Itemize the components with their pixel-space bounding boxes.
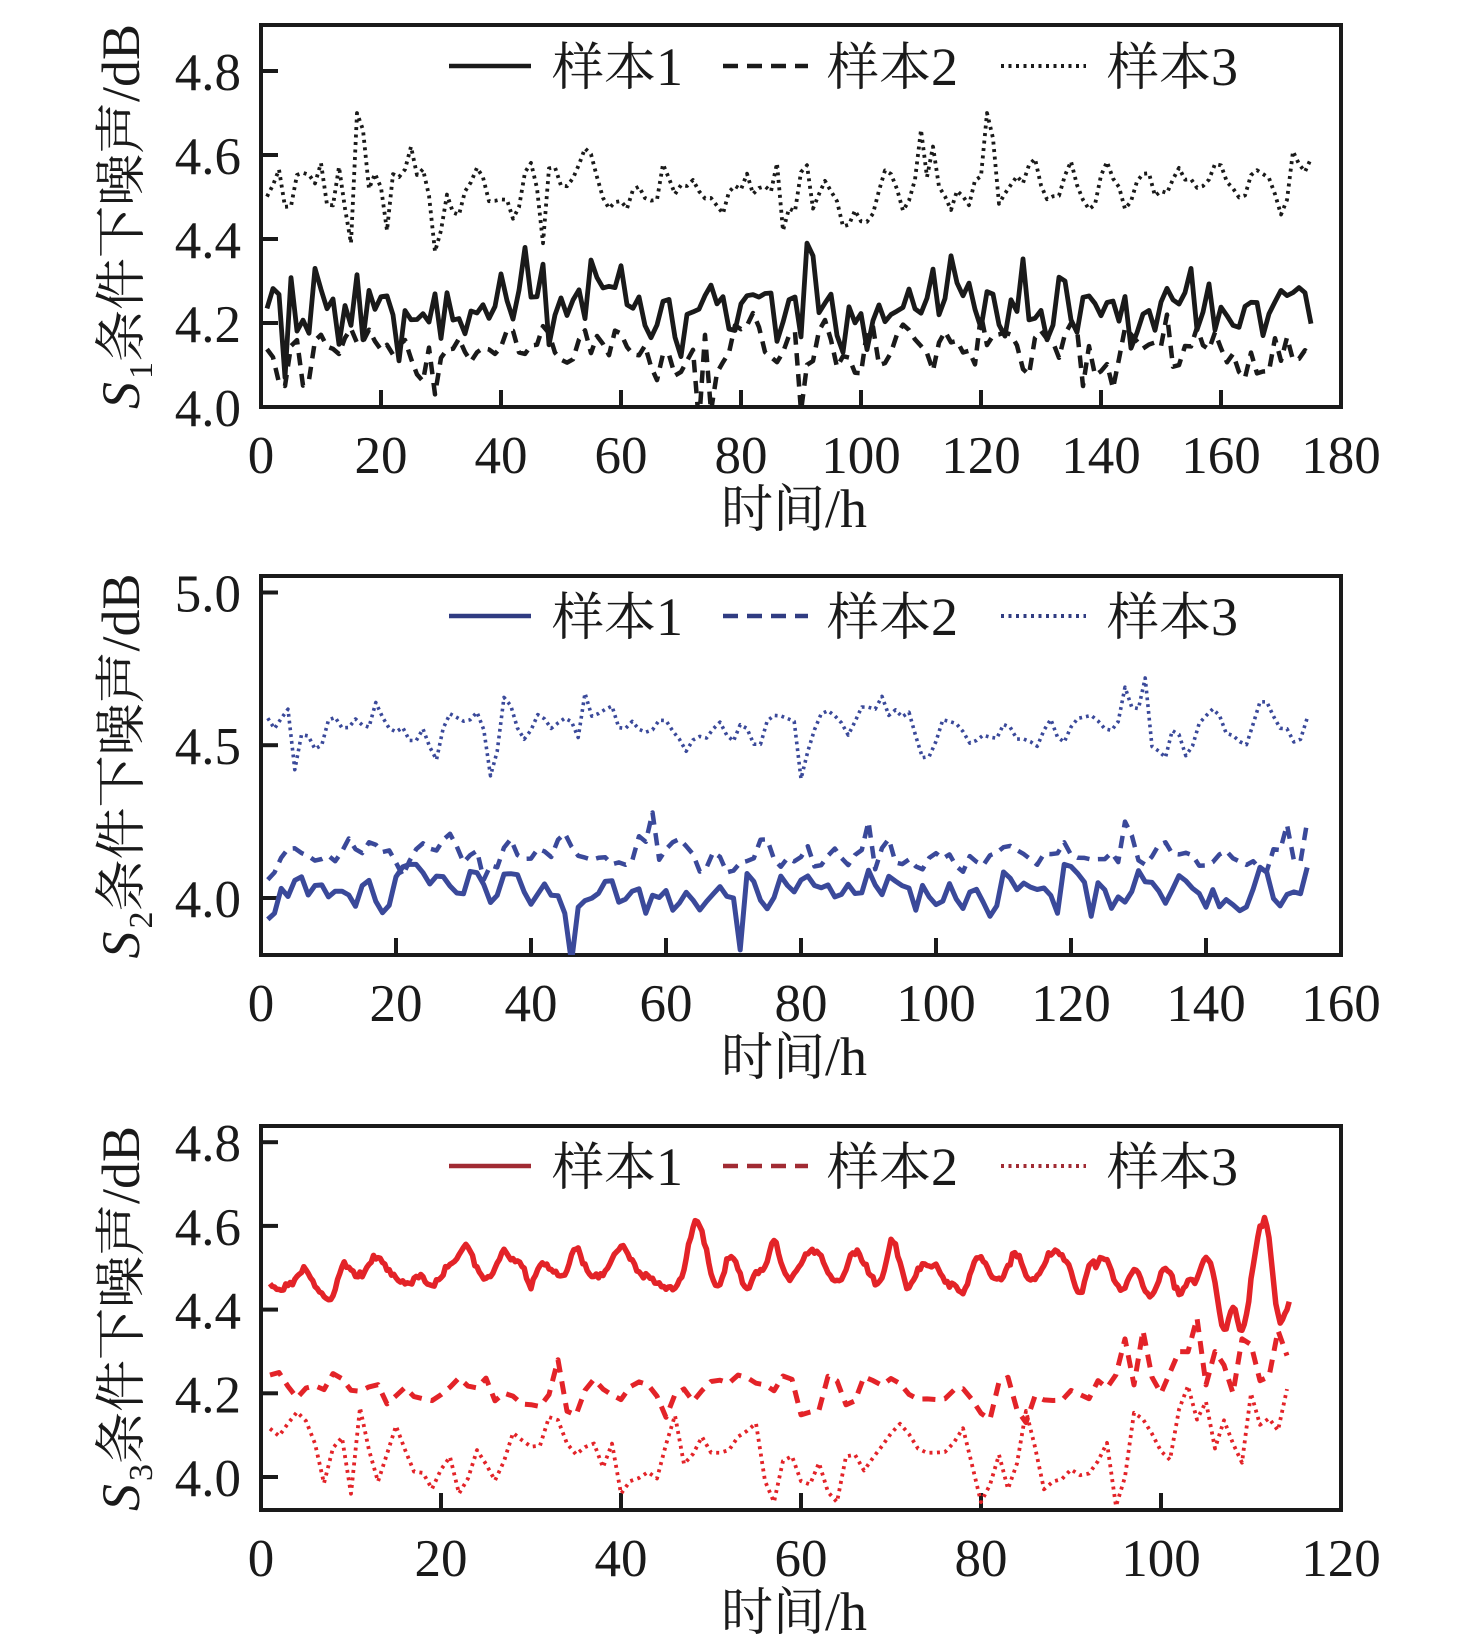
svg-text:4.0: 4.0 [175, 871, 241, 929]
svg-text:120: 120 [1031, 975, 1111, 1033]
svg-text:4.2: 4.2 [175, 1366, 241, 1424]
svg-text:3: 3 [1211, 587, 1238, 647]
svg-text:/h: /h [825, 1027, 867, 1087]
svg-text:160: 160 [1181, 427, 1261, 485]
svg-text:3: 3 [1211, 37, 1238, 97]
svg-text:4.6: 4.6 [175, 128, 241, 186]
svg-text:/dB: /dB [91, 1126, 151, 1204]
svg-text:5.0: 5.0 [175, 566, 241, 624]
svg-text:160: 160 [1301, 975, 1381, 1033]
svg-text:4.0: 4.0 [175, 1450, 241, 1508]
svg-text:80: 80 [715, 427, 768, 485]
svg-text:S: S [91, 932, 151, 959]
svg-text:/dB: /dB [91, 24, 151, 102]
svg-text:80: 80 [955, 1530, 1008, 1588]
svg-text:60: 60 [640, 975, 693, 1033]
svg-text:100: 100 [896, 975, 976, 1033]
svg-text:0: 0 [248, 427, 275, 485]
svg-text:S: S [91, 382, 151, 409]
svg-text:0: 0 [248, 975, 275, 1033]
svg-text:120: 120 [941, 427, 1021, 485]
svg-text:4.4: 4.4 [175, 212, 241, 270]
svg-text:100: 100 [821, 427, 901, 485]
svg-text:4.8: 4.8 [175, 44, 241, 102]
svg-text:20: 20 [370, 975, 423, 1033]
svg-text:1: 1 [656, 37, 683, 97]
svg-text:2: 2 [931, 587, 958, 647]
svg-text:140: 140 [1061, 427, 1141, 485]
svg-text:1: 1 [123, 362, 160, 379]
svg-text:120: 120 [1301, 1530, 1381, 1588]
svg-text:140: 140 [1166, 975, 1246, 1033]
svg-text:4.5: 4.5 [175, 718, 241, 776]
svg-text:100: 100 [1121, 1530, 1201, 1588]
svg-text:60: 60 [595, 427, 648, 485]
svg-text:2: 2 [123, 912, 160, 929]
svg-text:20: 20 [415, 1530, 468, 1588]
svg-text:0: 0 [248, 1530, 275, 1588]
svg-text:4.4: 4.4 [175, 1283, 241, 1341]
svg-text:/dB: /dB [91, 573, 151, 651]
svg-text:1: 1 [656, 1137, 683, 1197]
svg-text:4.8: 4.8 [175, 1115, 241, 1173]
svg-text:/h: /h [825, 479, 867, 539]
svg-text:4.0: 4.0 [175, 380, 241, 438]
svg-text:180: 180 [1301, 427, 1381, 485]
svg-text:80: 80 [775, 975, 828, 1033]
svg-text:2: 2 [931, 1137, 958, 1197]
svg-text:1: 1 [656, 587, 683, 647]
svg-text:3: 3 [123, 1464, 160, 1481]
svg-text:40: 40 [475, 427, 528, 485]
svg-text:60: 60 [775, 1530, 828, 1588]
svg-text:S: S [91, 1484, 151, 1511]
svg-text:2: 2 [931, 37, 958, 97]
svg-text:4.2: 4.2 [175, 296, 241, 354]
svg-text:3: 3 [1211, 1137, 1238, 1197]
svg-text:/h: /h [825, 1582, 867, 1642]
svg-text:20: 20 [355, 427, 408, 485]
svg-text:4.6: 4.6 [175, 1199, 241, 1257]
svg-text:40: 40 [505, 975, 558, 1033]
svg-text:40: 40 [595, 1530, 648, 1588]
